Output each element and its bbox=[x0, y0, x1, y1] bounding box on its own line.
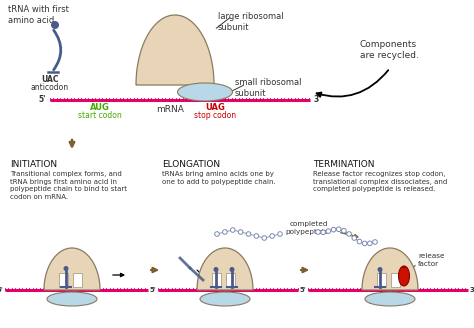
Text: stop codon: stop codon bbox=[194, 111, 236, 120]
Bar bbox=[73, 273, 82, 287]
Polygon shape bbox=[197, 248, 253, 290]
Circle shape bbox=[238, 230, 243, 234]
Text: TERMINATION: TERMINATION bbox=[313, 160, 374, 169]
Text: completed
polypeptide: completed polypeptide bbox=[285, 221, 328, 235]
Text: ELONGATION: ELONGATION bbox=[162, 160, 220, 169]
Circle shape bbox=[270, 234, 274, 238]
Circle shape bbox=[51, 21, 59, 29]
Circle shape bbox=[64, 266, 69, 271]
Circle shape bbox=[229, 267, 235, 272]
Text: 5': 5' bbox=[0, 287, 3, 293]
Text: UAC: UAC bbox=[63, 281, 77, 286]
Text: tRNAs bring amino acids one by
one to add to polypeptide chain.: tRNAs bring amino acids one by one to ad… bbox=[162, 171, 276, 185]
Text: UAG: UAG bbox=[205, 103, 225, 112]
Circle shape bbox=[213, 267, 219, 272]
Text: UAG: UAG bbox=[380, 291, 396, 297]
Ellipse shape bbox=[177, 83, 233, 101]
Text: large ribosomal
subunit: large ribosomal subunit bbox=[218, 12, 283, 32]
Text: tRNA with first
amino acid: tRNA with first amino acid bbox=[8, 5, 69, 25]
Circle shape bbox=[321, 230, 326, 235]
Text: 3': 3' bbox=[314, 95, 322, 105]
Text: small ribosomal
subunit: small ribosomal subunit bbox=[235, 78, 301, 98]
Text: AUG: AUG bbox=[90, 103, 110, 112]
Circle shape bbox=[373, 240, 377, 244]
Text: INITIATION: INITIATION bbox=[10, 160, 57, 169]
Circle shape bbox=[223, 230, 227, 234]
Bar bbox=[212, 273, 221, 287]
Circle shape bbox=[342, 228, 346, 233]
Ellipse shape bbox=[365, 292, 415, 306]
Text: mRNA: mRNA bbox=[156, 105, 184, 114]
Circle shape bbox=[326, 229, 331, 234]
Circle shape bbox=[246, 232, 251, 236]
Circle shape bbox=[215, 232, 219, 236]
Circle shape bbox=[331, 227, 336, 232]
Text: 5': 5' bbox=[299, 287, 306, 293]
Ellipse shape bbox=[47, 292, 97, 306]
Bar bbox=[60, 273, 69, 287]
Text: Transitional complex forms, and
tRNA brings first amino acid in
polypeptide chai: Transitional complex forms, and tRNA bri… bbox=[10, 171, 127, 200]
Bar bbox=[227, 273, 236, 287]
Text: Components
are recycled.: Components are recycled. bbox=[360, 40, 419, 60]
Circle shape bbox=[362, 241, 367, 246]
Circle shape bbox=[377, 267, 383, 272]
Circle shape bbox=[230, 228, 235, 232]
Circle shape bbox=[367, 241, 372, 246]
Text: release
factor: release factor bbox=[418, 253, 445, 267]
Text: AUG: AUG bbox=[61, 299, 79, 308]
Text: UAC: UAC bbox=[41, 75, 59, 84]
Text: Release factor recognizes stop codon,
translational complex dissociates, and
com: Release factor recognizes stop codon, tr… bbox=[313, 171, 447, 193]
Circle shape bbox=[316, 230, 320, 234]
Circle shape bbox=[278, 232, 283, 236]
Text: stop codon: stop codon bbox=[369, 299, 407, 305]
Polygon shape bbox=[44, 248, 100, 290]
Polygon shape bbox=[136, 15, 214, 85]
Circle shape bbox=[347, 232, 351, 236]
Circle shape bbox=[337, 227, 341, 232]
Text: 5': 5' bbox=[149, 287, 156, 293]
Circle shape bbox=[357, 239, 362, 244]
Ellipse shape bbox=[399, 266, 410, 286]
Text: anticodon: anticodon bbox=[31, 83, 69, 92]
Text: 3': 3' bbox=[470, 287, 474, 293]
Bar bbox=[392, 273, 401, 287]
Circle shape bbox=[254, 234, 259, 238]
Polygon shape bbox=[362, 248, 418, 290]
Circle shape bbox=[262, 236, 266, 240]
Text: 5': 5' bbox=[38, 95, 46, 105]
Circle shape bbox=[352, 236, 356, 240]
Bar bbox=[377, 273, 386, 287]
Text: start codon: start codon bbox=[78, 111, 122, 120]
Ellipse shape bbox=[200, 292, 250, 306]
